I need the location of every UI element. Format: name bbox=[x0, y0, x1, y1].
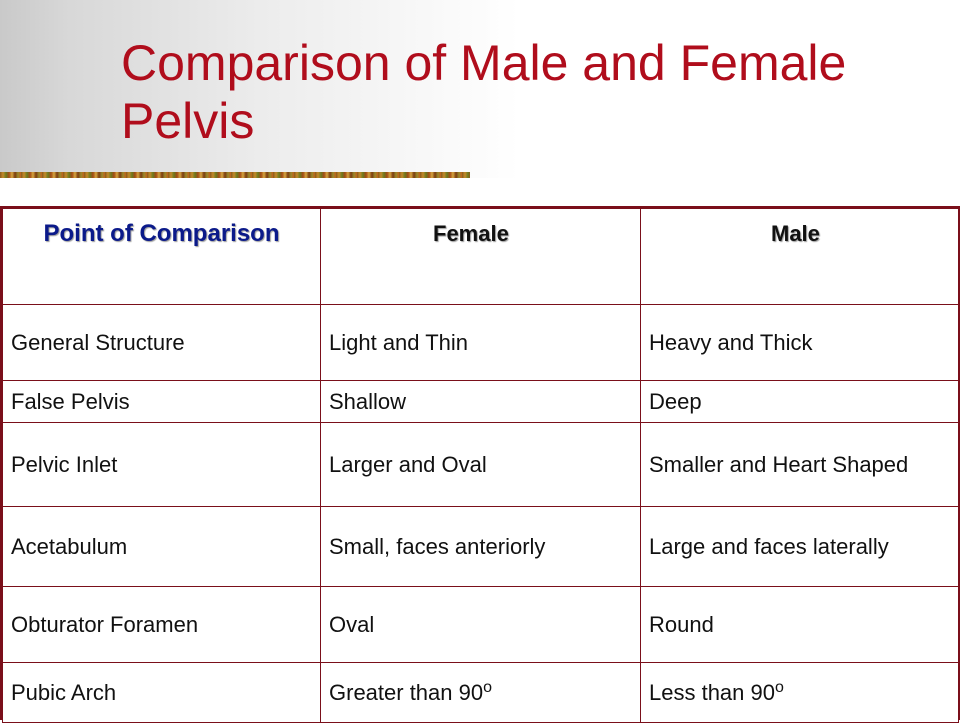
cell-male: Less than 90o bbox=[640, 662, 959, 723]
table-row: Pelvic Inlet Larger and Oval Smaller and… bbox=[2, 422, 959, 507]
cell-male: Large and faces laterally bbox=[640, 506, 959, 587]
cell-point: General Structure bbox=[2, 304, 321, 381]
cell-female: Small, faces anteriorly bbox=[320, 506, 641, 587]
title-decorative-rule bbox=[0, 172, 470, 178]
cell-point: Pelvic Inlet bbox=[2, 422, 321, 507]
title-background bbox=[0, 0, 960, 178]
cell-male-text: Less than 90 bbox=[649, 679, 775, 705]
header-female: Female bbox=[320, 208, 641, 305]
cell-female: Greater than 90o bbox=[320, 662, 641, 723]
cell-female: Larger and Oval bbox=[320, 422, 641, 507]
header-male: Male bbox=[640, 208, 959, 305]
table-row: Acetabulum Small, faces anteriorly Large… bbox=[2, 506, 959, 587]
table-header-row: Point of Comparison Female Male bbox=[2, 208, 959, 305]
cell-female: Light and Thin bbox=[320, 304, 641, 381]
comparison-table-container: Point of Comparison Female Male General … bbox=[0, 206, 960, 723]
cell-point: False Pelvis bbox=[2, 380, 321, 423]
comparison-table: Point of Comparison Female Male General … bbox=[2, 208, 959, 723]
cell-male: Round bbox=[640, 586, 959, 663]
slide-title: Comparison of Male and Female Pelvis bbox=[121, 35, 847, 149]
table-row: General Structure Light and Thin Heavy a… bbox=[2, 304, 959, 381]
cell-male: Deep bbox=[640, 380, 959, 423]
cell-male: Smaller and Heart Shaped bbox=[640, 422, 959, 507]
table-row: Pubic Arch Greater than 90o Less than 90… bbox=[2, 662, 959, 723]
degree-superscript: o bbox=[483, 678, 493, 696]
cell-male: Heavy and Thick bbox=[640, 304, 959, 381]
header-point-of-comparison: Point of Comparison bbox=[2, 208, 321, 305]
table-row: False Pelvis Shallow Deep bbox=[2, 380, 959, 423]
cell-female: Oval bbox=[320, 586, 641, 663]
cell-female: Shallow bbox=[320, 380, 641, 423]
cell-point: Pubic Arch bbox=[2, 662, 321, 723]
cell-female-text: Greater than 90 bbox=[329, 679, 484, 705]
cell-point: Acetabulum bbox=[2, 506, 321, 587]
cell-point: Obturator Foramen bbox=[2, 586, 321, 663]
degree-superscript: o bbox=[774, 678, 784, 696]
table-row: Obturator Foramen Oval Round bbox=[2, 586, 959, 663]
